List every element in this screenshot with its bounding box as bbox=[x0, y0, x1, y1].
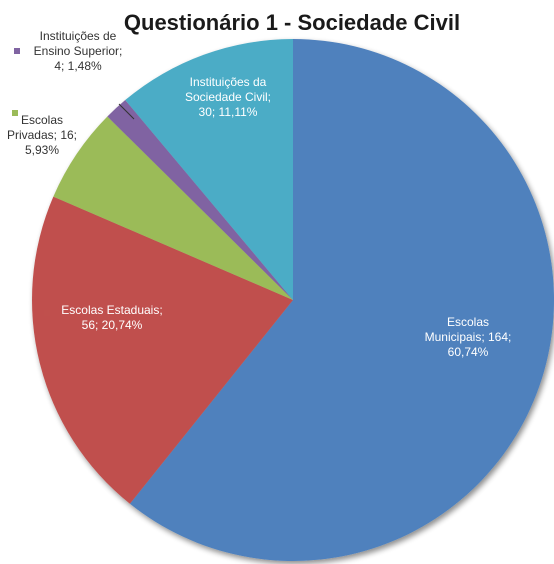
data-label: Escolas Estaduais; 56; 20,74% bbox=[44, 303, 163, 332]
data-label: Instituições da Sociedade Civil; 30; 11,11… bbox=[160, 75, 271, 119]
data-label-line: Escolas bbox=[447, 315, 489, 329]
pie-slice-escolas-estaduais bbox=[31, 196, 293, 504]
data-label-text: Instituições da Sociedade Civil; 30; 11,11… bbox=[185, 75, 271, 119]
label-swatch bbox=[420, 310, 426, 316]
data-label-line: Instituições de bbox=[40, 29, 117, 43]
data-label-line: Ensino Superior; bbox=[34, 44, 123, 58]
data-label-text: Instituições de Ensino Superior; 4; 1,48% bbox=[34, 29, 123, 73]
label-swatch bbox=[12, 110, 18, 116]
pie-slices bbox=[31, 38, 554, 561]
pie-slice-institui-es-da-sociedade-civil bbox=[125, 38, 293, 300]
pie-slice-institui-es-de-ensino-superior bbox=[107, 100, 293, 300]
data-label-line: Instituições da bbox=[190, 75, 267, 89]
data-label-line: 5,93% bbox=[25, 143, 59, 157]
data-label-line: 30; 11,11% bbox=[199, 105, 258, 119]
data-label-text: Escolas Estaduais; 56; 20,74% bbox=[61, 303, 162, 332]
pie-labels: Escolas Municipais; 164; 60,74%Escolas Est… bbox=[7, 29, 511, 359]
label-swatch bbox=[160, 82, 166, 88]
data-label-line: Escolas bbox=[21, 113, 63, 127]
data-label-text: Escolas Privadas; 16; 5,93% bbox=[7, 113, 77, 157]
pie-slice-escolas-privadas bbox=[53, 116, 293, 300]
data-label: Instituições de Ensino Superior; 4; 1,48% bbox=[14, 29, 122, 73]
leader-line bbox=[118, 103, 135, 120]
chart-title: Questionário 1 - Sociedade Civil bbox=[124, 10, 460, 35]
data-label: Escolas Privadas; 16; 5,93% bbox=[7, 110, 77, 157]
data-label-line: Escolas Estaduais; bbox=[61, 303, 162, 317]
label-swatch bbox=[14, 48, 20, 54]
data-label-text: Escolas Municipais; 164; 60,74% bbox=[425, 315, 512, 359]
data-label-line: Privadas; 16; bbox=[7, 128, 77, 142]
data-label: Escolas Municipais; 164; 60,74% bbox=[420, 310, 511, 359]
data-label-line: Municipais; 164; bbox=[425, 330, 512, 344]
data-label-line: Sociedade Civil; bbox=[185, 90, 271, 104]
data-label-line: 60,74% bbox=[448, 345, 489, 359]
pie-slice-escolas-municipais bbox=[129, 39, 554, 561]
data-label-line: 56; 20,74% bbox=[82, 318, 143, 332]
data-label-line: 4; 1,48% bbox=[54, 59, 102, 73]
label-swatch bbox=[44, 310, 50, 316]
